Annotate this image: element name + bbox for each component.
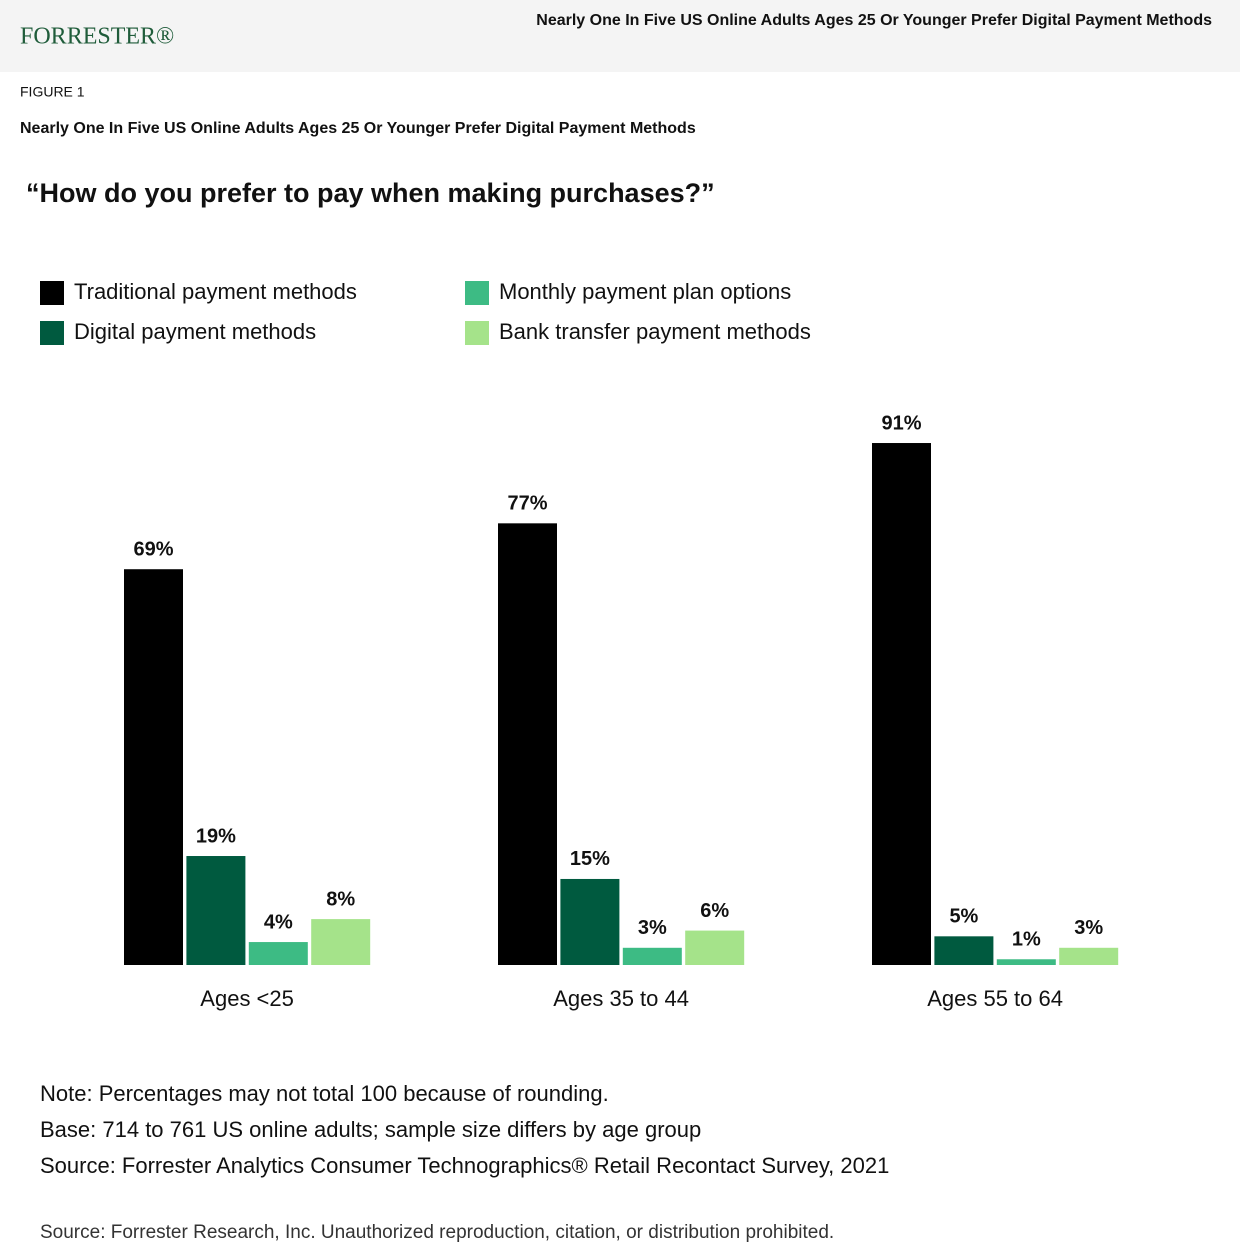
legend-swatch (465, 321, 489, 345)
bar (124, 569, 183, 965)
value-label: 77% (507, 493, 547, 515)
header-title: Nearly One In Five US Online Adults Ages… (536, 12, 1212, 29)
value-label: 91% (881, 412, 921, 434)
note: Note: Percentages may not total 100 beca… (40, 1081, 609, 1106)
figure-label: FIGURE 1 (20, 84, 85, 100)
footer: Source: Forrester Research, Inc. Unautho… (40, 1222, 834, 1243)
bar (622, 947, 682, 965)
value-label: 4% (264, 911, 293, 933)
bar (996, 959, 1056, 965)
note: Source: Forrester Analytics Consumer Tec… (40, 1153, 889, 1178)
header-bar (0, 0, 1240, 72)
logo: FORRESTER® (20, 24, 174, 50)
legend-swatch (40, 281, 64, 305)
bar (186, 856, 246, 965)
value-label: 1% (1012, 929, 1041, 951)
bar (685, 930, 745, 965)
bar (248, 942, 308, 965)
bar (1059, 947, 1119, 965)
bar (560, 878, 620, 965)
value-label: 15% (570, 848, 610, 870)
x-tick-label: Ages 35 to 44 (553, 986, 689, 1011)
bar (872, 443, 931, 965)
bar (498, 523, 557, 965)
value-label: 3% (1074, 917, 1103, 939)
value-label: 69% (133, 538, 173, 560)
x-tick-label: Ages <25 (200, 986, 294, 1011)
legend-label: Bank transfer payment methods (499, 319, 811, 344)
value-label: 3% (638, 917, 667, 939)
bar (934, 936, 994, 965)
note: Base: 714 to 761 US online adults; sampl… (40, 1117, 701, 1142)
legend-label: Monthly payment plan options (499, 279, 791, 304)
legend-label: Traditional payment methods (74, 279, 357, 304)
legend-label: Digital payment methods (74, 319, 316, 344)
value-label: 6% (700, 900, 729, 922)
value-label: 19% (196, 825, 236, 847)
value-label: 8% (326, 888, 355, 910)
chart-title: “How do you prefer to pay when making pu… (26, 178, 715, 208)
figure-title: Nearly One In Five US Online Adults Ages… (20, 120, 696, 137)
legend-swatch (40, 321, 64, 345)
legend-swatch (465, 281, 489, 305)
bar (311, 919, 371, 965)
value-label: 5% (949, 906, 978, 928)
x-tick-label: Ages 55 to 64 (927, 986, 1063, 1011)
